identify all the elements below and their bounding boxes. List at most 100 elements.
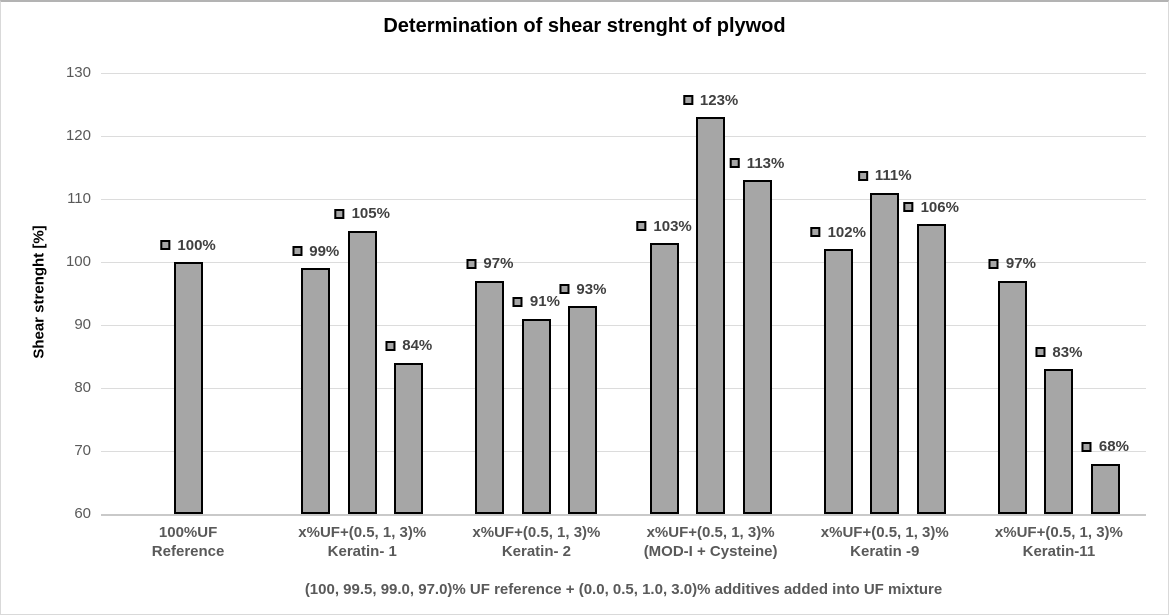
- category-label-line: x%UF+(0.5, 1, 3)%: [298, 524, 427, 541]
- category-label-line: Keratin -9: [850, 543, 920, 560]
- legend-key-icon: [334, 208, 345, 219]
- data-label-text: 97%: [1005, 255, 1036, 273]
- gridline: [101, 262, 1146, 263]
- x-axis-title: (100, 99.5, 99.0, 97.0)% UF reference + …: [304, 581, 943, 598]
- data-label-text: 105%: [351, 205, 390, 222]
- data-label-text: 123%: [699, 91, 739, 109]
- legend-key-icon: [729, 158, 740, 169]
- category-label: x%UF+(0.5, 1, 3)% Keratin-11: [995, 523, 1123, 561]
- data-label-text: 91%: [529, 293, 560, 311]
- category-label-line: (MOD-I + Cysteine): [643, 543, 778, 560]
- legend-key-icon: [1081, 441, 1092, 452]
- legend-key-icon: [857, 170, 868, 181]
- data-label-text: 93%: [576, 280, 607, 298]
- y-tick-label: 90: [74, 316, 91, 333]
- category-label-line: x%UF+(0.5, 1, 3)%: [472, 524, 601, 541]
- data-label-text: 102%: [827, 223, 866, 241]
- gridline: [101, 136, 1146, 137]
- data-label-text: 100%: [177, 236, 216, 254]
- legend-key-icon: [559, 284, 570, 295]
- data-label-text: 113%: [746, 154, 785, 172]
- data-label-text: 97%: [483, 255, 514, 273]
- data-label: 106%: [903, 197, 959, 217]
- category-label-line: x%UF+(0.5, 1, 3)%: [820, 524, 949, 541]
- chart-title: Determination of shear strenght of plywo…: [383, 15, 786, 37]
- data-label-text: 99%: [309, 242, 340, 260]
- data-label-text: 68%: [1098, 438, 1129, 456]
- data-label: 93%: [559, 279, 606, 299]
- data-label-text: 111%: [874, 167, 912, 185]
- category-label-line: x%UF+(0.5, 1, 3)%: [994, 524, 1123, 541]
- legend-key-icon: [903, 202, 914, 213]
- y-tick-label: 100: [65, 253, 91, 270]
- bar: [870, 192, 900, 514]
- bar: [1090, 463, 1120, 514]
- bar: [1044, 369, 1074, 514]
- data-label: 91%: [512, 292, 560, 312]
- legend-key-icon: [1035, 347, 1046, 358]
- category-label-line: 100%UF: [158, 524, 218, 541]
- data-label: 100%: [160, 235, 216, 255]
- category-label: x%UF+(0.5, 1, 3)% Keratin -9: [821, 523, 949, 561]
- data-label-text: 83%: [1052, 343, 1083, 361]
- y-tick-label: 130: [65, 64, 91, 81]
- category-label-line: Keratin- 1: [327, 543, 397, 560]
- category-label-line: Keratin- 2: [501, 543, 571, 560]
- bar: [916, 224, 946, 514]
- legend-key-icon: [512, 296, 523, 307]
- legend-key-icon: [292, 246, 303, 257]
- bar: [394, 362, 424, 514]
- legend-key-icon: [466, 258, 477, 269]
- y-tick-label: 80: [74, 379, 91, 396]
- bar: [997, 280, 1027, 514]
- data-label: 102%: [810, 222, 866, 242]
- bar: [568, 306, 598, 514]
- y-tick-label: 70: [74, 442, 91, 459]
- data-label: 105%: [334, 204, 390, 224]
- plot-area: 100% 99% 105% 84% 97% 91% 93% 103% 123% 113% 102% 1…: [101, 73, 1146, 516]
- bar: [521, 318, 551, 514]
- data-label: 84%: [385, 336, 432, 356]
- bar: [301, 268, 331, 514]
- gridline: [101, 451, 1146, 452]
- gridline: [101, 73, 1146, 74]
- legend-key-icon: [385, 340, 396, 351]
- category-label-line: x%UF+(0.5, 1, 3)%: [646, 524, 775, 541]
- legend-key-icon: [160, 240, 171, 250]
- data-label-text: 84%: [402, 337, 433, 355]
- bar: [742, 180, 772, 514]
- gridline: [101, 199, 1146, 200]
- bar: [347, 230, 377, 514]
- data-label: 111%: [857, 166, 912, 186]
- category-label-line: Keratin-11: [1022, 543, 1096, 560]
- data-label: 97%: [466, 254, 513, 274]
- data-label: 99%: [292, 241, 339, 261]
- data-label-text: 103%: [653, 217, 692, 235]
- legend-key-icon: [988, 258, 999, 269]
- y-tick-label: 60: [74, 505, 91, 522]
- y-tick-label: 110: [67, 190, 91, 207]
- legend-key-icon: [636, 221, 647, 232]
- category-label: x%UF+(0.5, 1, 3)% Keratin- 1: [298, 523, 426, 561]
- gridline: [101, 325, 1146, 326]
- bar: [475, 280, 505, 514]
- category-label: 100%UF Reference: [152, 523, 225, 561]
- legend-key-icon: [810, 227, 821, 238]
- category-label: x%UF+(0.5, 1, 3)% (MOD-I + Cysteine): [644, 523, 778, 561]
- data-label: 123%: [682, 90, 739, 110]
- data-label: 97%: [988, 254, 1036, 274]
- gridline: [101, 388, 1146, 389]
- y-tick-label: 120: [65, 127, 91, 144]
- x-axis-line: [101, 514, 1146, 516]
- legend-key-icon: [682, 95, 693, 106]
- category-label-line: Reference: [151, 543, 225, 560]
- data-label-text: 106%: [920, 198, 959, 216]
- data-label: 68%: [1081, 437, 1129, 457]
- data-label: 103%: [636, 216, 692, 236]
- category-label: x%UF+(0.5, 1, 3)% Keratin- 2: [472, 523, 600, 561]
- bar: [823, 249, 853, 514]
- bar: [173, 262, 203, 514]
- bar: [696, 117, 726, 514]
- bar: [649, 243, 679, 514]
